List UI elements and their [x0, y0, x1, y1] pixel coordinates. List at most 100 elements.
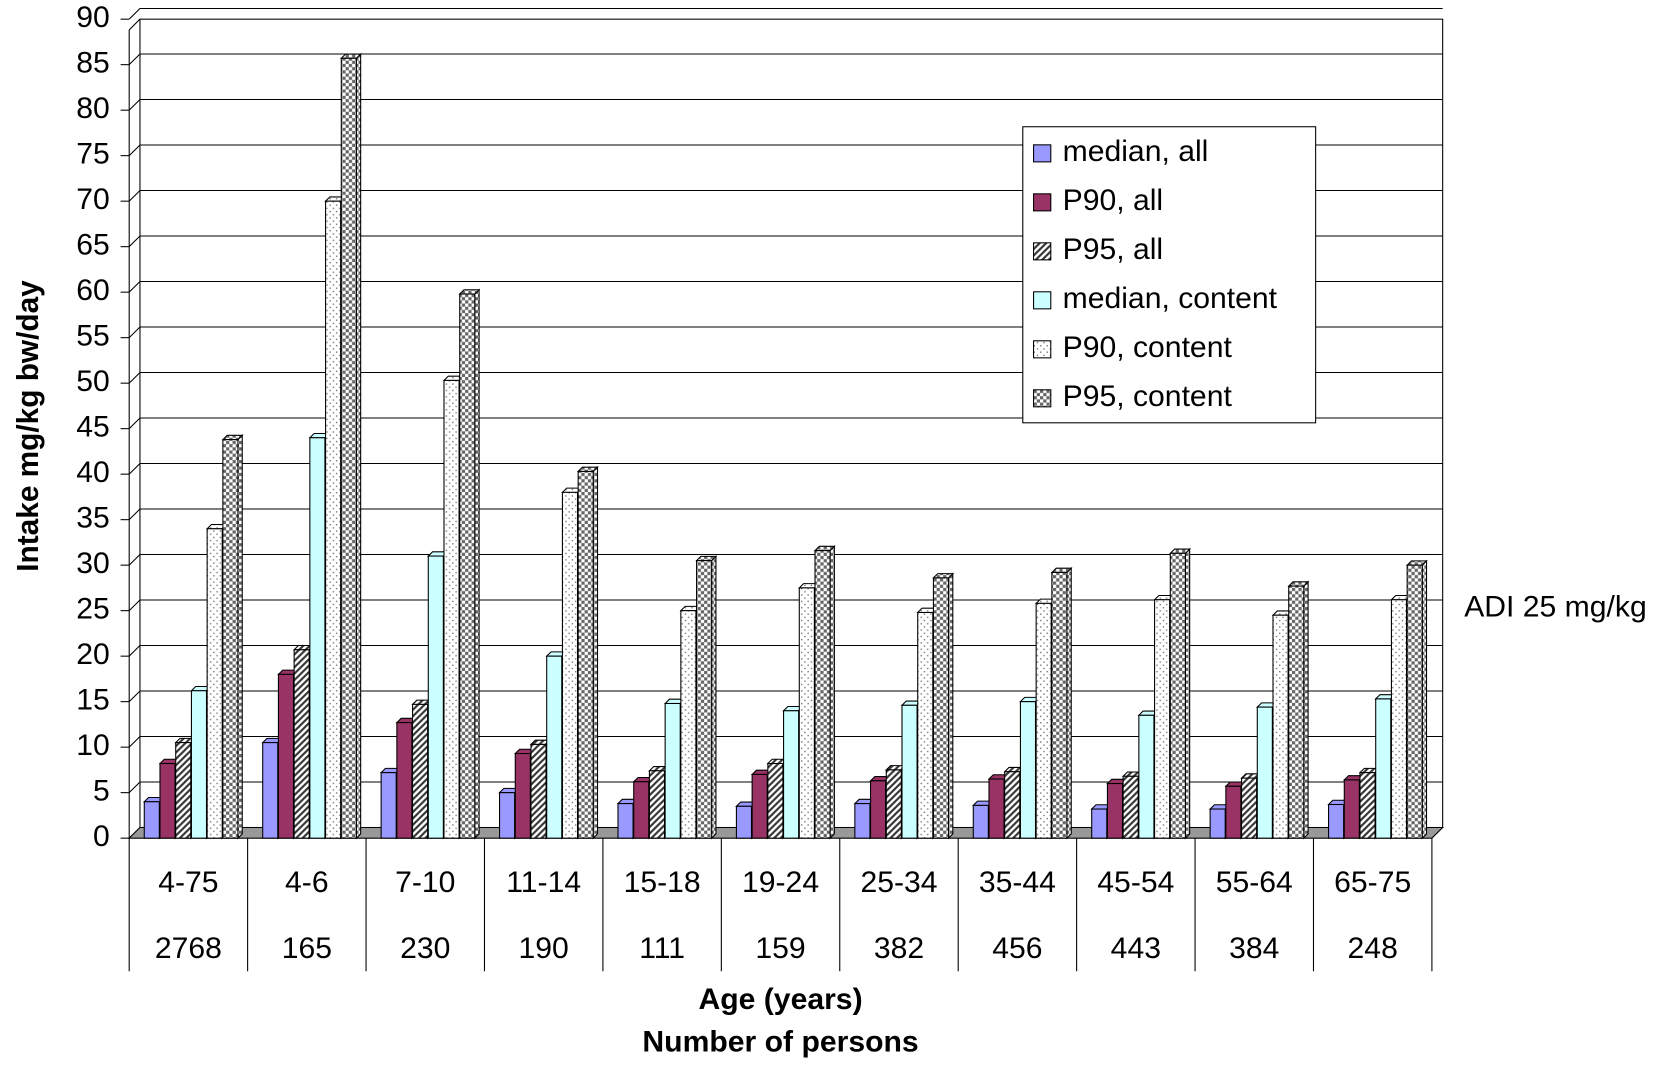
- y-tick-label: 85: [76, 47, 110, 80]
- grid-line: [128, 7, 1443, 20]
- grid-line: [128, 735, 1443, 748]
- x-tick-label: 15-18: [624, 866, 701, 899]
- bar: [380, 772, 397, 839]
- bar: [885, 769, 902, 839]
- category-count: 382: [874, 932, 924, 965]
- x-tick-label: 11-14: [506, 866, 581, 899]
- bar: [206, 528, 223, 839]
- bar: [293, 649, 310, 839]
- bar: [1406, 564, 1423, 839]
- bar: [1241, 777, 1258, 839]
- bar: [917, 611, 934, 839]
- category-count: 159: [755, 932, 805, 965]
- grid-line: [128, 462, 1443, 475]
- bar: [499, 792, 516, 839]
- x-tick-label: 65-75: [1334, 866, 1411, 899]
- y-tick-label: 25: [76, 593, 110, 626]
- y-tick-label: 35: [76, 502, 110, 535]
- bar: [1138, 714, 1155, 839]
- y-tick-label: 70: [76, 183, 110, 216]
- bar: [1359, 772, 1376, 839]
- bar: [1051, 571, 1068, 839]
- bar: [262, 742, 279, 839]
- bar: [309, 437, 326, 839]
- legend-swatch: [1033, 291, 1052, 310]
- legend-swatch: [1033, 389, 1052, 408]
- bar: [277, 673, 295, 839]
- y-tick-label: 55: [76, 320, 110, 353]
- x-tick-label: 55-64: [1216, 866, 1293, 899]
- bar-side: [1303, 580, 1309, 840]
- grid-line: [128, 371, 1443, 384]
- y-tick-label: 40: [76, 456, 110, 489]
- y-tick-label: 10: [76, 729, 110, 762]
- grid-line: [128, 553, 1443, 566]
- grid-line: [128, 690, 1443, 703]
- bar: [1019, 701, 1037, 839]
- bar: [530, 743, 547, 839]
- bar-top: [576, 466, 599, 472]
- category-count: 165: [282, 932, 332, 965]
- category-count: 2768: [155, 932, 222, 965]
- bar: [1106, 783, 1124, 839]
- bar-top: [1287, 581, 1310, 587]
- grid-line: [128, 235, 1443, 248]
- bar: [751, 773, 768, 839]
- bar: [1375, 698, 1392, 839]
- bar: [854, 803, 871, 839]
- y-tick-label: 30: [76, 547, 110, 580]
- legend-swatch: [1033, 193, 1052, 212]
- y-tick-label: 65: [76, 229, 110, 262]
- bar-side: [1421, 559, 1428, 840]
- bar-top: [932, 573, 955, 579]
- bar-side: [1184, 547, 1191, 840]
- bar-top: [1405, 560, 1428, 566]
- grid-line: [128, 508, 1443, 521]
- grid-line: [128, 98, 1443, 111]
- bar: [664, 702, 681, 839]
- y-tick-label: 20: [76, 638, 110, 671]
- bar-side: [947, 572, 954, 840]
- bar: [222, 439, 239, 839]
- grid-line: [128, 417, 1443, 430]
- bar: [1343, 779, 1360, 839]
- bar: [577, 470, 594, 839]
- bar: [190, 690, 208, 839]
- y-tick-label: 0: [93, 820, 110, 853]
- category-count: 384: [1229, 932, 1279, 965]
- y-tick-label: 50: [76, 365, 110, 398]
- bar: [1004, 771, 1021, 839]
- side-wall-edge: [128, 18, 141, 31]
- y-tick-label: 80: [76, 92, 110, 125]
- bar: [1256, 706, 1273, 839]
- annotation: ADI 25 mg/kg: [1464, 591, 1647, 624]
- bar-side: [474, 288, 480, 840]
- bar: [680, 610, 697, 839]
- bar: [901, 704, 918, 839]
- grid-line: [128, 144, 1443, 157]
- y-axis-label: Intake mg/kg bw/day: [12, 280, 45, 572]
- bar: [396, 722, 413, 839]
- x-tick-label: 35-44: [979, 866, 1056, 899]
- bar-side: [592, 465, 599, 840]
- bar-top: [221, 434, 244, 441]
- bar: [648, 770, 666, 839]
- bar: [546, 655, 563, 839]
- y-tick-label: 5: [93, 775, 110, 808]
- bar: [175, 742, 192, 839]
- bar: [1169, 552, 1186, 839]
- bar: [972, 804, 989, 839]
- bar: [143, 801, 160, 839]
- grid-line: [128, 644, 1443, 657]
- legend-box: [1022, 126, 1317, 424]
- bar-top: [1168, 548, 1191, 554]
- legend-label: P90, all: [1063, 184, 1164, 217]
- legend-label: median, content: [1063, 282, 1278, 315]
- legend-label: P90, content: [1063, 331, 1233, 364]
- x-tick-label: 7-10: [395, 866, 455, 899]
- bar: [783, 710, 800, 839]
- bar: [870, 780, 887, 839]
- bar: [427, 555, 444, 839]
- grid-line: [128, 189, 1443, 202]
- legend-label: P95, all: [1063, 233, 1164, 266]
